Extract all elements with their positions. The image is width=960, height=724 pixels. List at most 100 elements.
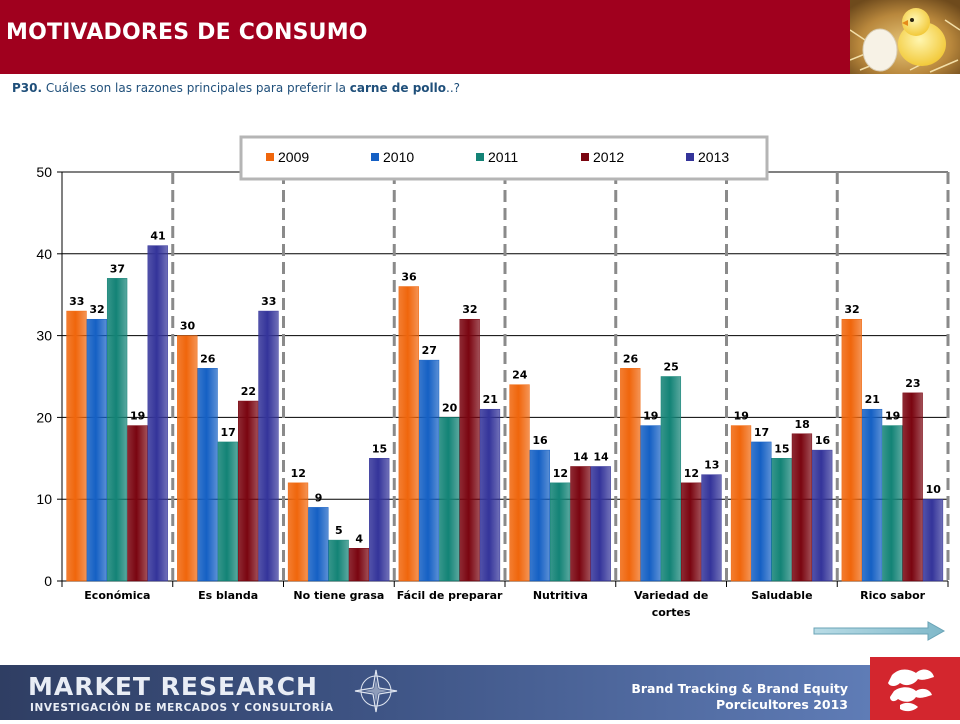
bar-2013-1 [258,310,279,582]
survey-question: P30. Cuáles son las razones principales … [12,81,460,95]
bar-2010-1 [197,368,218,582]
bar-2009-4 [509,384,530,582]
bar-2012-5 [681,482,702,582]
question-end: ..? [446,81,460,95]
header-bar: MOTIVADORES DE CONSUMO [0,0,960,74]
data-label: 17 [754,426,769,439]
bar-2011-1 [217,441,239,582]
bar-2010-0 [86,318,107,582]
data-label: 24 [512,369,528,382]
legend-swatch [266,153,274,161]
legend-swatch [581,153,589,161]
bar-2012-6 [791,433,813,582]
bar-2011-3 [439,417,460,582]
bar-2009-0 [66,310,87,582]
data-label: 26 [200,352,216,365]
data-label: 14 [573,450,589,463]
data-label: 23 [905,377,920,390]
x-category-label: No tiene grasa [293,589,384,602]
x-category-label: Variedad de [634,589,708,602]
y-tick-label: 10 [36,491,52,507]
bar-chart: 0 10 20 30 40 50 33 32 37 19 41 Económica 30 26 17 22 33… [36,135,950,619]
data-label: 12 [684,467,699,480]
next-arrow-icon[interactable] [812,620,946,642]
data-label: 19 [643,410,658,423]
bar-2013-6 [812,449,833,582]
data-label: 12 [291,467,306,480]
bar-2011-6 [771,458,792,582]
bar-2010-2 [308,507,329,582]
bar-2011-5 [660,376,682,582]
x-category-label: Fácil de preparar [397,589,503,602]
x-category-label: cortes [652,606,691,619]
footer-band [0,665,870,720]
y-tick-label: 50 [36,164,52,180]
legend-swatch [371,153,379,161]
bar-2009-2 [287,482,309,582]
bar-2010-3 [418,359,440,582]
data-label: 36 [401,271,417,284]
bar-2009-1 [177,335,198,582]
data-label: 20 [442,401,458,414]
bar-2009-7 [841,318,862,582]
client-name: Porcicultores 2013 [716,697,848,712]
y-tick-label: 20 [36,409,52,425]
bar-2013-5 [701,474,722,582]
data-label: 37 [110,262,125,275]
bar-2011-0 [106,278,128,582]
bar-2013-7 [922,498,944,582]
data-label: 26 [623,352,639,365]
bar-2009-3 [398,286,419,582]
data-label: 19 [130,410,145,423]
bar-2009-6 [730,425,752,582]
data-label: 30 [180,320,196,333]
x-category-label: Saludable [751,589,812,602]
y-tick-label: 40 [36,246,52,262]
data-label: 21 [865,393,880,406]
data-label: 17 [220,426,235,439]
x-category-label: Rico sabor [860,589,926,602]
data-label: 32 [89,303,104,316]
brand-subtitle: INVESTIGACIÓN DE MERCADOS Y CONSULTORÍA [30,702,334,714]
brand-name: MARKET RESEARCH [28,672,318,701]
data-label: 10 [926,483,942,496]
data-label: 32 [462,303,477,316]
bar-2011-2 [328,539,349,582]
study-name: Brand Tracking & Brand Equity [631,681,848,696]
data-label: 25 [663,361,678,374]
data-label: 33 [261,295,276,308]
x-category-label: Económica [84,589,150,602]
bar-2013-0 [147,245,168,582]
legend-swatch [686,153,694,161]
bar-2012-2 [348,548,370,582]
legend-label: 2013 [698,149,729,165]
data-label: 15 [774,442,789,455]
chick-and-egg-photo [850,0,960,74]
data-label: 9 [315,491,323,504]
bar-2012-0 [127,425,148,582]
data-label: 22 [241,385,256,398]
legend-box [239,135,769,181]
bar-2010-6 [751,441,772,582]
y-tick-label: 0 [44,573,52,589]
data-label: 18 [795,418,810,431]
data-label: 12 [553,467,568,480]
page-title: MOTIVADORES DE CONSUMO [6,20,368,45]
bar-2013-2 [369,458,390,582]
data-label: 5 [335,524,343,537]
x-category-label: Es blanda [198,589,258,602]
legend-label: 2012 [593,149,624,165]
question-text: Cuáles son las razones principales para … [42,81,350,95]
data-label: 27 [422,344,437,357]
data-label: 4 [355,532,363,545]
y-tick-label: 30 [36,328,52,344]
bar-2012-1 [238,400,259,582]
bar-2013-3 [479,408,501,582]
bar-2011-7 [882,425,903,582]
bar-2011-4 [549,482,571,582]
data-label: 13 [704,459,719,472]
x-category-label: Nutritiva [533,589,588,602]
data-label: 32 [844,303,859,316]
legend-swatch [476,153,484,161]
bar-2010-4 [529,449,550,582]
